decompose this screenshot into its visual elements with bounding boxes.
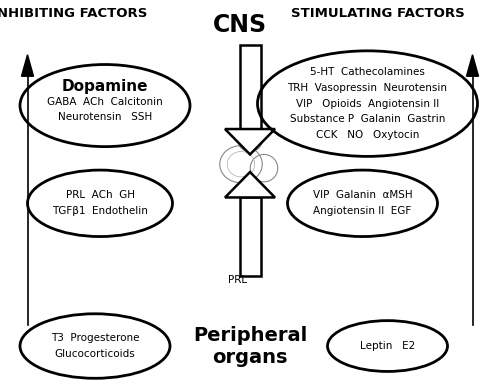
Text: Neurotensin   SSH: Neurotensin SSH	[58, 112, 152, 122]
Text: TGFβ1  Endothelin: TGFβ1 Endothelin	[52, 206, 148, 216]
Text: PRL: PRL	[228, 274, 247, 285]
Text: T3  Progesterone: T3 Progesterone	[51, 333, 139, 343]
Polygon shape	[240, 45, 260, 129]
Text: PRL  ACh  GH: PRL ACh GH	[66, 190, 134, 201]
Text: 5-HT  Cathecolamines: 5-HT Cathecolamines	[310, 67, 425, 77]
Polygon shape	[466, 55, 478, 76]
Polygon shape	[22, 55, 34, 76]
Text: TRH  Vasopressin  Neurotensin: TRH Vasopressin Neurotensin	[288, 83, 448, 93]
Text: Glucocorticoids: Glucocorticoids	[54, 349, 136, 359]
Text: VIP   Opioids  Angiotensin II: VIP Opioids Angiotensin II	[296, 99, 439, 109]
Text: CCK   NO   Oxytocin: CCK NO Oxytocin	[316, 130, 419, 140]
Text: Peripheral
organs: Peripheral organs	[193, 326, 307, 366]
Text: CNS: CNS	[213, 13, 267, 38]
Polygon shape	[225, 129, 275, 154]
Polygon shape	[225, 172, 275, 197]
Text: VIP  Galanin  αMSH: VIP Galanin αMSH	[312, 190, 412, 201]
Text: Dopamine: Dopamine	[62, 79, 148, 93]
Text: INHIBITING FACTORS: INHIBITING FACTORS	[0, 7, 148, 20]
Text: STIMULATING FACTORS: STIMULATING FACTORS	[290, 7, 465, 20]
Text: Angiotensin II  EGF: Angiotensin II EGF	[314, 206, 412, 216]
Text: GABA  ACh  Calcitonin: GABA ACh Calcitonin	[47, 97, 163, 107]
Polygon shape	[240, 197, 260, 276]
Text: Leptin   E2: Leptin E2	[360, 341, 415, 351]
Text: Substance P  Galanin  Gastrin: Substance P Galanin Gastrin	[290, 114, 445, 124]
